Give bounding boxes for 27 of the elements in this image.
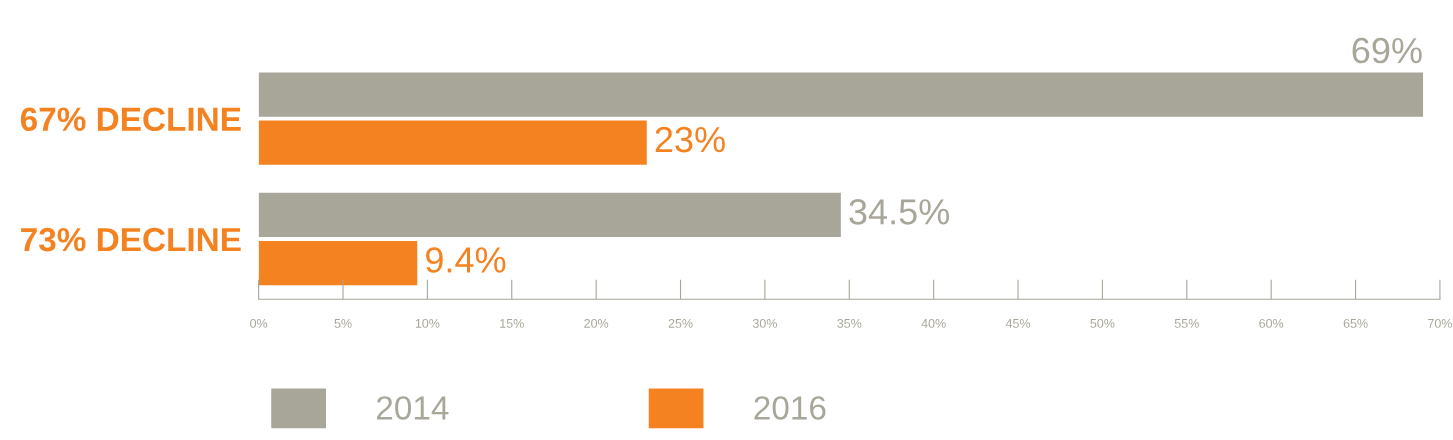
x-tick-label: 55% [1174,319,1199,328]
data-label: 34.5% [849,199,950,225]
bar [258,240,418,286]
x-tick-label: 40% [921,318,946,328]
data-label: 69% [1352,37,1422,64]
x-tick-label: 35% [837,318,862,328]
data-label: 9.4% [426,247,506,273]
x-tick-label: 45% [1005,319,1031,328]
x-tick-label: 10% [415,318,440,328]
legend-label: 2016 [754,396,826,420]
y-tick-label: 73% DECLINE [21,227,241,252]
bar [258,120,647,165]
data-label: 23% [655,126,725,153]
y-tick-label: 67% DECLINE [20,107,241,132]
x-tick-label: 50% [1090,318,1115,328]
x-tick-label: 60% [1259,318,1284,328]
x-tick-label: 0% [250,318,268,328]
x-tick-label: 20% [584,318,609,328]
bar [258,192,841,238]
bar [258,72,1424,117]
x-tick-label: 5% [334,319,352,328]
x-tick-label: 15% [500,319,524,328]
x-tick-label: 70% [1428,318,1452,328]
x-tick-label: 30% [752,318,777,328]
x-tick-label: 65% [1343,318,1368,328]
x-tick-label: 25% [668,318,693,328]
legend-label: 2014 [376,396,449,420]
